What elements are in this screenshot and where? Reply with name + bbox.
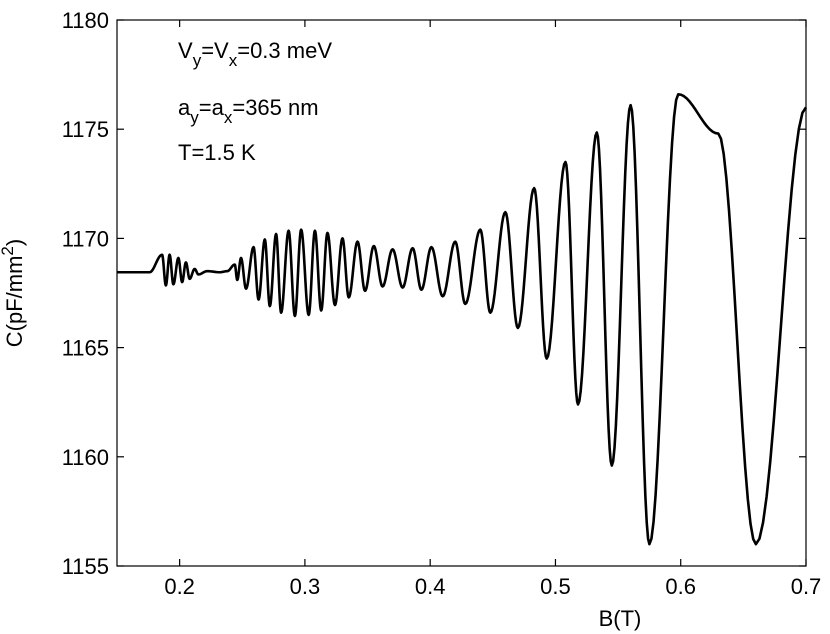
x-tick-label: 0.2: [164, 574, 195, 599]
x-tick-label: 0.6: [665, 574, 696, 599]
y-tick-label: 1170: [62, 226, 109, 251]
y-tick-label: 1165: [62, 336, 109, 361]
x-tick-label: 0.3: [290, 574, 321, 599]
tick-labels: 0.2 0.3 0.4 0.5 0.6 0.7 1155 1160 1165 1170 1175 11…: [62, 8, 822, 599]
annotation-period: ay=ax=365 nm: [178, 95, 319, 127]
x-tick-label: 0.5: [540, 574, 571, 599]
y-tick-label: 1175: [62, 117, 109, 142]
y-tick-label: 1155: [62, 554, 109, 579]
axis-ticks: [117, 19, 807, 567]
annotation-potential: Vy=Vx=0.3 meV: [178, 38, 332, 70]
annotation-temperature: T=1.5 K: [178, 140, 256, 165]
x-tick-label: 0.4: [415, 574, 446, 599]
x-axis-label: B(T): [599, 606, 642, 631]
y-tick-label: 1180: [62, 8, 109, 33]
x-tick-label: 0.7: [791, 574, 822, 599]
plot-frame: [116, 19, 807, 567]
series-line: [117, 92, 808, 546]
y-tick-label: 1160: [62, 445, 109, 470]
y-axis-label: C(pF/mm2): [0, 239, 27, 347]
